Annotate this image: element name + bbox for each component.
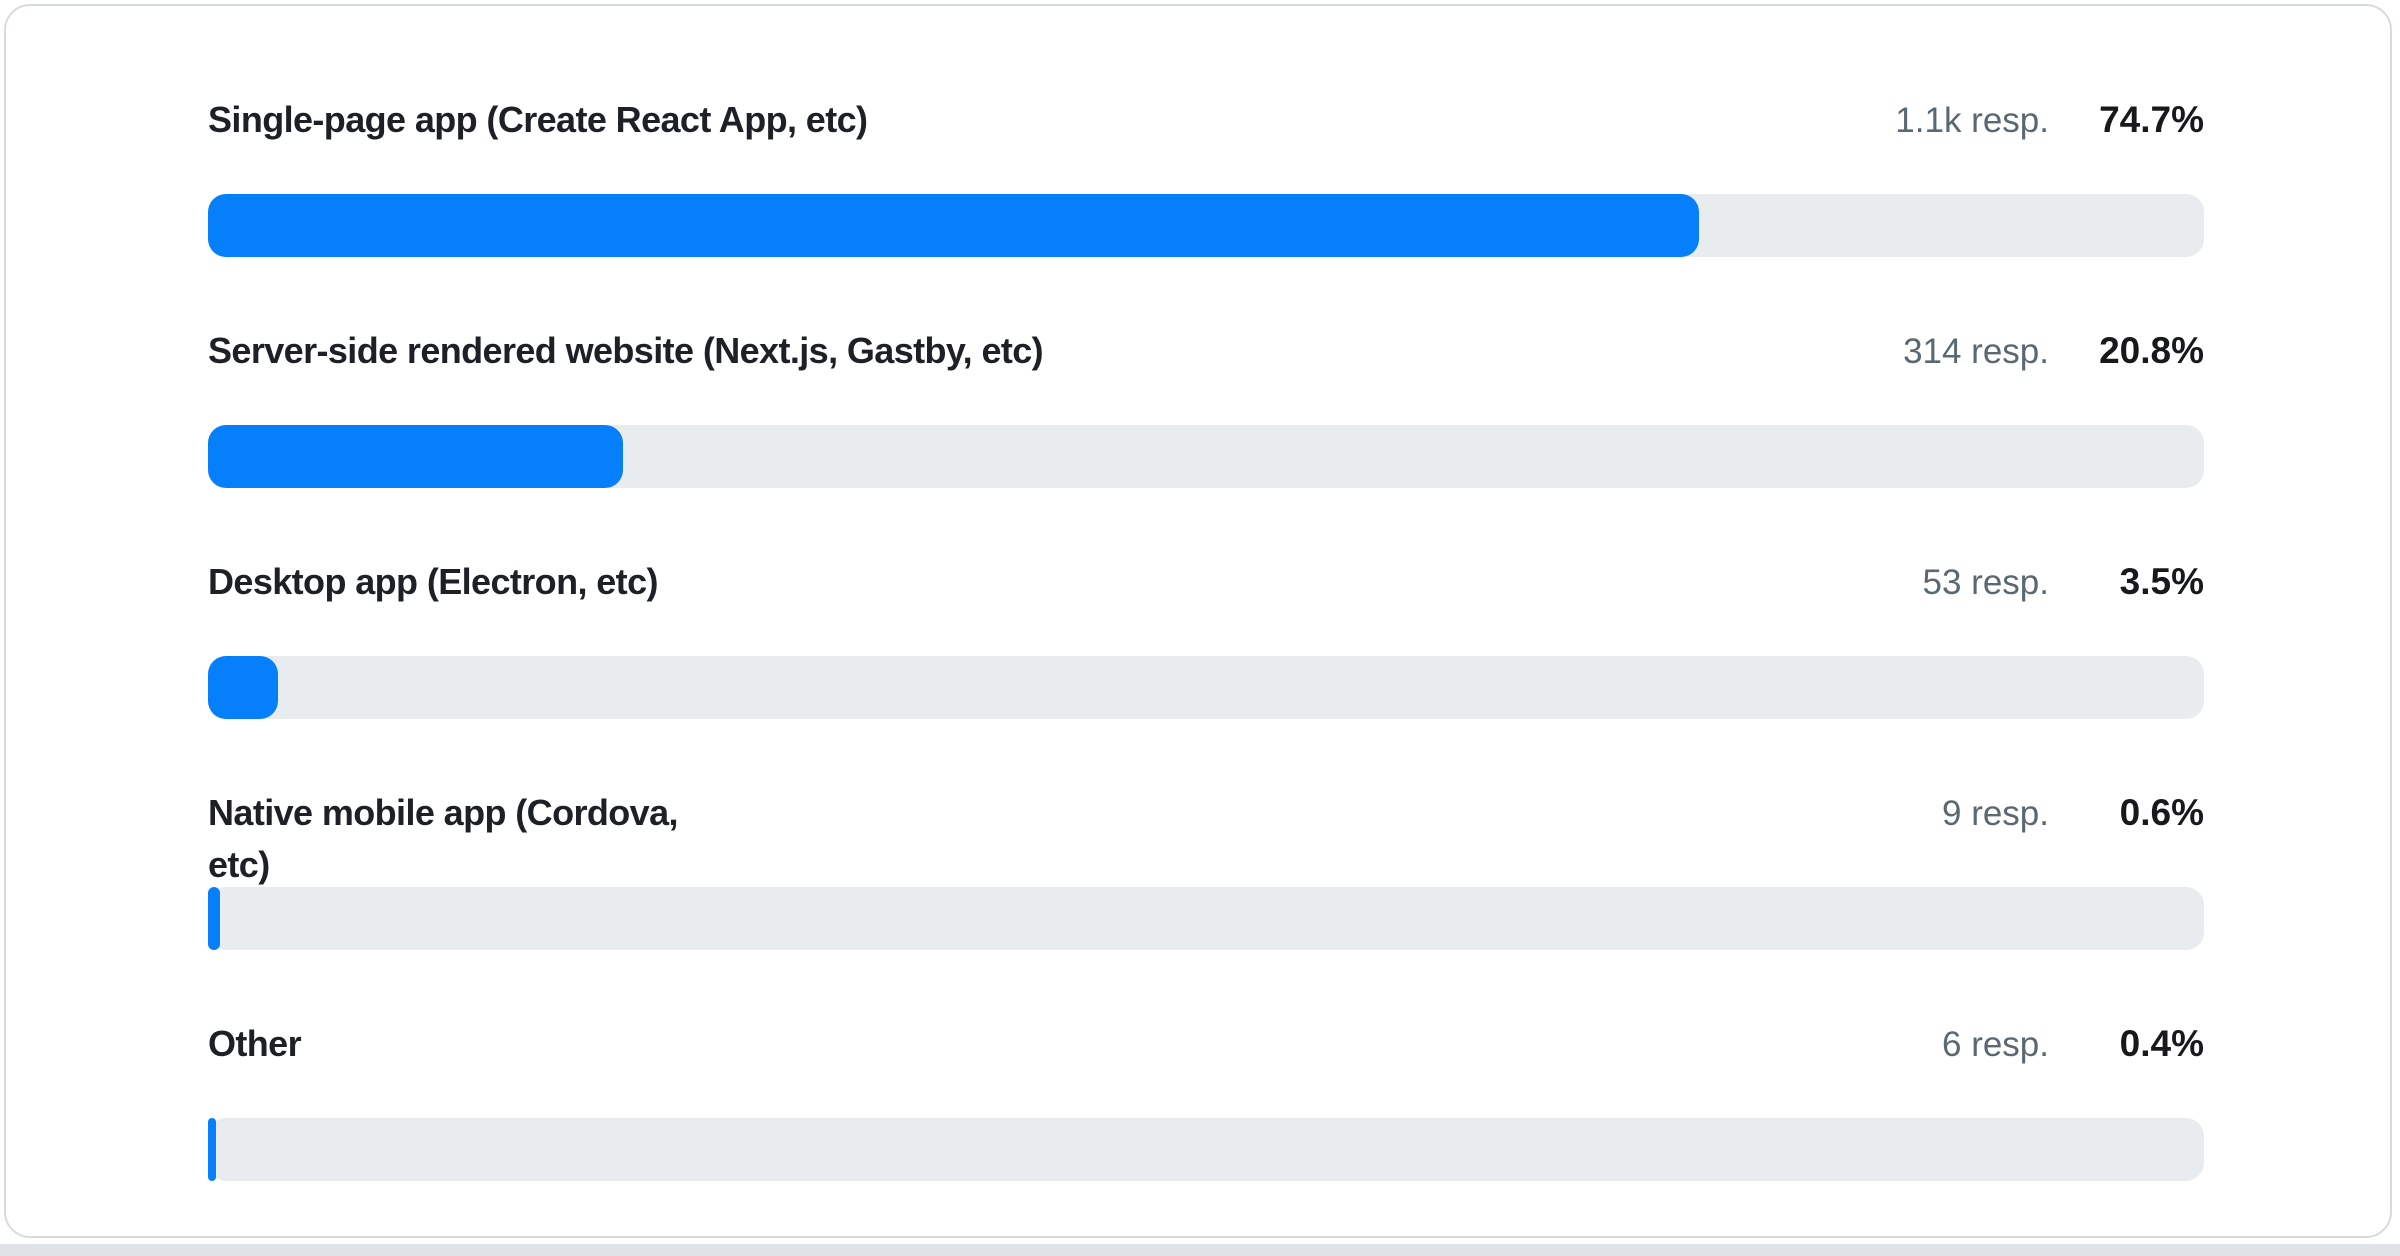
result-row-desktop-app: Desktop app (Electron, etc) 53 resp. 3.5… [208,556,2204,787]
option-label: Other [208,1023,302,1064]
row-header: Server-side rendered website (Next.js, G… [208,325,2204,377]
bar-fill [208,425,624,488]
bar-fill [208,887,220,950]
option-label: Native mobile app (Cordova, etc) [208,792,678,885]
response-count: 314 resp. [1903,332,2049,371]
row-header: Other 6 resp. 0.4% [208,1018,2204,1070]
bar-track [208,1118,2204,1181]
bar-track [208,656,2204,719]
percent-value: 74.7% [2099,99,2204,140]
option-label: Server-side rendered website (Next.js, G… [208,330,1044,371]
result-row-native-mobile-app: Native mobile app (Cordova, etc) 9 resp.… [208,787,2204,1018]
results-list: Single-page app (Create React App, etc) … [208,6,2204,1236]
option-label: Desktop app (Electron, etc) [208,561,658,602]
bar-fill [208,656,278,719]
result-row-single-page-app: Single-page app (Create React App, etc) … [208,94,2204,325]
percent-value: 0.4% [2119,1023,2204,1064]
response-count: 1.1k resp. [1895,101,2049,140]
result-row-server-side-rendered: Server-side rendered website (Next.js, G… [208,325,2204,556]
bar-fill [208,1118,216,1181]
response-count: 53 resp. [1922,563,2049,602]
bar-track [208,425,2204,488]
row-header: Desktop app (Electron, etc) 53 resp. 3.5… [208,556,2204,608]
response-count: 6 resp. [1942,1025,2049,1064]
percent-value: 3.5% [2119,561,2204,602]
percent-value: 20.8% [2099,330,2204,371]
page-bottom-divider [0,1244,2400,1256]
response-count: 9 resp. [1942,794,2049,833]
row-header: Native mobile app (Cordova, etc) 9 resp.… [208,787,2204,891]
bar-fill [208,194,1699,257]
row-header: Single-page app (Create React App, etc) … [208,94,2204,146]
percent-value: 0.6% [2119,792,2204,833]
bar-track [208,194,2204,257]
option-label: Single-page app (Create React App, etc) [208,99,868,140]
result-row-other: Other 6 resp. 0.4% [208,1018,2204,1249]
bar-track [208,887,2204,950]
survey-results-card: Single-page app (Create React App, etc) … [4,4,2392,1238]
